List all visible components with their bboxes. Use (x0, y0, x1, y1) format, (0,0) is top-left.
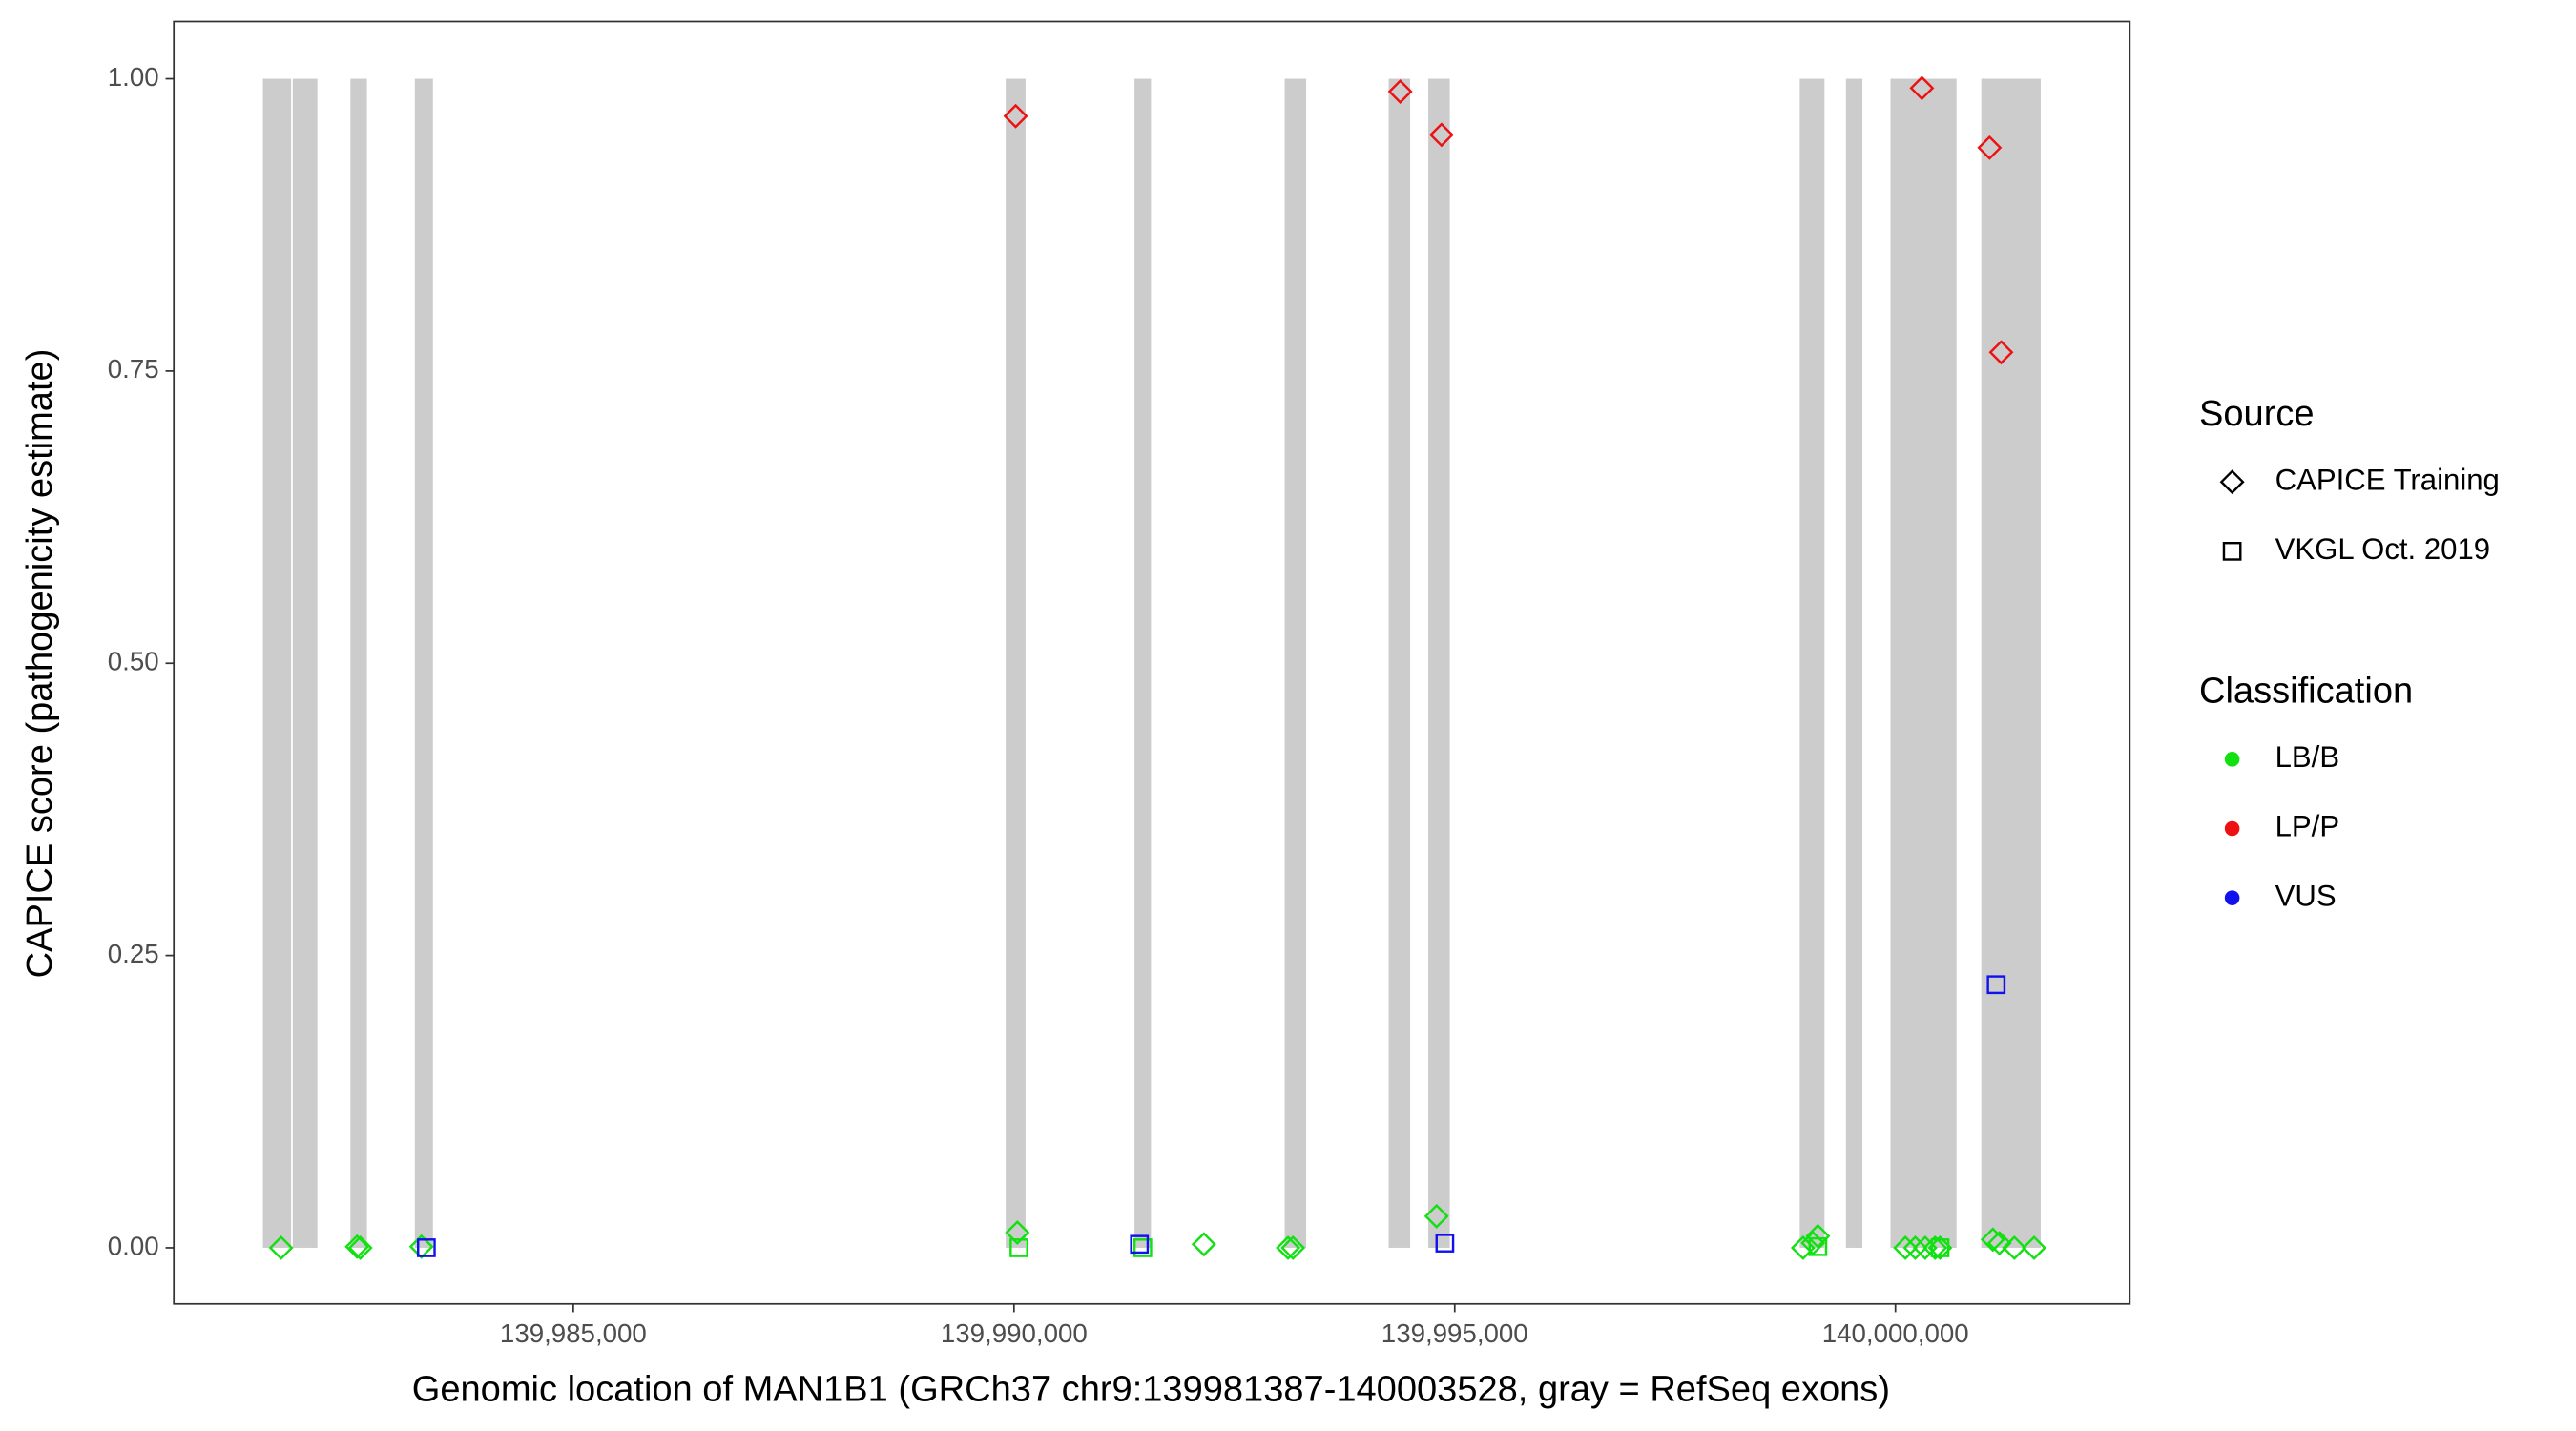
panel-border (173, 20, 2131, 1305)
exon (1388, 78, 1411, 1248)
point (1805, 1223, 1831, 1249)
exon (1845, 78, 1863, 1248)
exon (1284, 78, 1307, 1248)
point (1977, 135, 2003, 160)
x-tick-label: 140,000,000 (1822, 1318, 1969, 1348)
y-tick-label: 0.50 (108, 647, 159, 676)
point (1986, 1231, 2012, 1256)
exon (414, 78, 433, 1248)
legend-symbol (2224, 890, 2240, 905)
exon (1799, 78, 1825, 1248)
exon (262, 78, 292, 1248)
point (1988, 340, 2014, 365)
legend-label: VUS (2275, 879, 2337, 912)
exon (350, 78, 367, 1248)
point (408, 1234, 434, 1259)
point (347, 1235, 373, 1260)
exon (292, 78, 318, 1248)
legend-label: VKGL Oct. 2019 (2275, 532, 2491, 566)
point (1893, 1235, 1919, 1260)
y-tick-label: 1.00 (108, 62, 159, 92)
exon (1134, 78, 1152, 1248)
point (1423, 1203, 1449, 1229)
legend-label: LP/P (2275, 810, 2339, 843)
point (1387, 79, 1413, 104)
exon (1890, 78, 1957, 1248)
point (1005, 1220, 1030, 1245)
point (268, 1235, 294, 1260)
legend-title: Classification (2199, 672, 2413, 712)
point (1280, 1235, 1306, 1260)
point (1980, 1227, 2005, 1253)
exon (1428, 78, 1450, 1248)
legend-label: LB/B (2275, 740, 2339, 774)
point (1930, 1238, 1950, 1257)
point (1132, 1238, 1153, 1257)
legend-symbol (2219, 469, 2245, 495)
y-tick-label: 0.25 (108, 939, 159, 968)
legend-symbol (2224, 752, 2240, 767)
x-tick-label: 139,985,000 (500, 1318, 647, 1348)
point (2002, 1235, 2027, 1260)
x-axis-title: Genomic location of MAN1B1 (GRCh37 chr9:… (412, 1370, 1890, 1410)
point (1428, 122, 1454, 148)
y-tick-label: 0.00 (108, 1231, 159, 1260)
point (1003, 103, 1028, 129)
exon (1006, 78, 1026, 1248)
y-axis-title: CAPICE score (pathogenicity estimate) (20, 349, 60, 979)
legend-symbol (2224, 820, 2240, 837)
legend-symbol (2222, 541, 2242, 561)
point (1909, 75, 1935, 101)
point (1435, 1234, 1455, 1253)
exon (1981, 78, 2041, 1248)
point (1276, 1235, 1301, 1260)
point (1191, 1232, 1216, 1257)
point (1902, 1235, 1928, 1260)
point (1986, 975, 2006, 995)
point (1130, 1234, 1150, 1255)
point (417, 1238, 436, 1257)
x-tick-label: 139,995,000 (1381, 1318, 1528, 1348)
point (1009, 1238, 1028, 1257)
point (2022, 1235, 2046, 1260)
legend-title: Source (2199, 394, 2315, 434)
y-tick-label: 0.75 (108, 354, 159, 384)
point (344, 1234, 370, 1259)
point (1922, 1235, 1948, 1260)
point (1808, 1236, 1828, 1256)
legend-label: CAPICE Training (2275, 463, 2500, 496)
x-tick-label: 139,990,000 (941, 1318, 1088, 1348)
